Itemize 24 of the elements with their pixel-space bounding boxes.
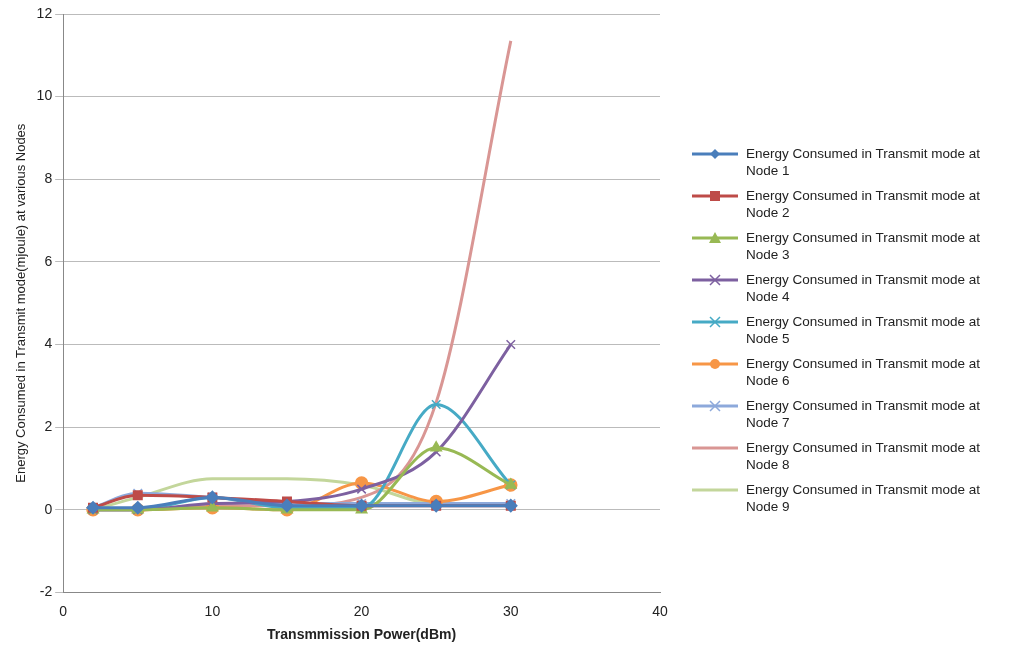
legend-label: Energy Consumed in Transmit mode at Node 1 [746,145,982,179]
legend-label: Energy Consumed in Transmit mode at Node 8 [746,439,982,473]
y-tick-label: -2 [39,583,53,600]
legend-label: Energy Consumed in Transmit mode at Node 4 [746,271,982,305]
x-axis-title: Transmmission Power(dBm) [267,626,457,643]
legend-label: Energy Consumed in Transmit mode at Node 2 [746,187,982,221]
y-tick-label: 8 [44,170,53,187]
y-tick-label: 6 [44,252,53,269]
x-tick-label: 10 [204,602,221,619]
x-tick-label: 30 [503,602,519,619]
y-axis-title: Energy Consumed in Transmit mode(mjoule) at various Nodes [13,123,29,483]
legend-label: Energy Consumed in Transmit mode at Node 9 [746,481,982,515]
legend-label: Energy Consumed in Transmit mode at Node 3 [746,229,982,263]
y-tick-label: 0 [44,500,53,517]
y-tick-label: 4 [44,335,53,352]
legend-label: Energy Consumed in Transmit mode at Node 5 [746,313,982,347]
y-tick-label: 12 [36,4,53,21]
legend-label: Energy Consumed in Transmit mode at Node 7 [746,397,982,431]
y-tick-label: 10 [36,87,53,104]
x-tick-label: 0 [59,602,68,619]
legend-label: Energy Consumed in Transmit mode at Node 6 [746,355,982,389]
x-tick-label: 40 [652,602,668,619]
x-tick-label: 20 [353,602,370,619]
y-tick-label: 2 [44,418,53,434]
